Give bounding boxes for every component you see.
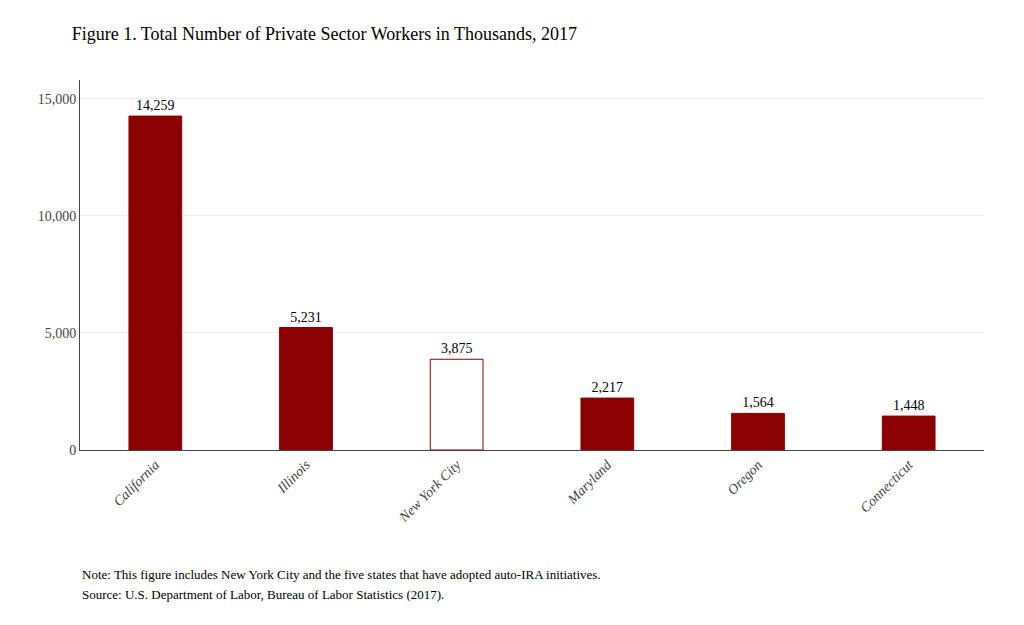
svg-text:2,217: 2,217 [592, 380, 624, 395]
svg-text:Figure 1. Total Number of Priv: Figure 1. Total Number of Private Sector… [72, 24, 577, 44]
svg-text:1,564: 1,564 [742, 395, 774, 410]
svg-text:New York City: New York City [396, 457, 465, 526]
svg-text:Illinois: Illinois [274, 457, 314, 497]
svg-text:15,000: 15,000 [38, 92, 77, 107]
svg-text:Connecticut: Connecticut [857, 456, 916, 515]
svg-text:Maryland: Maryland [564, 457, 615, 508]
svg-text:Source: U.S. Department of Lab: Source: U.S. Department of Labor, Bureau… [82, 587, 444, 602]
svg-text:10,000: 10,000 [38, 209, 77, 224]
svg-text:14,259: 14,259 [136, 98, 175, 113]
svg-text:0: 0 [69, 443, 76, 458]
svg-text:1,448: 1,448 [893, 398, 925, 413]
svg-text:5,000: 5,000 [45, 326, 77, 341]
svg-text:Oregon: Oregon [725, 457, 765, 497]
svg-text:5,231: 5,231 [290, 310, 322, 325]
svg-text:3,875: 3,875 [441, 341, 473, 356]
svg-text:Note: This figure includes New: Note: This figure includes New York City… [82, 567, 601, 582]
svg-text:California: California [111, 457, 163, 509]
